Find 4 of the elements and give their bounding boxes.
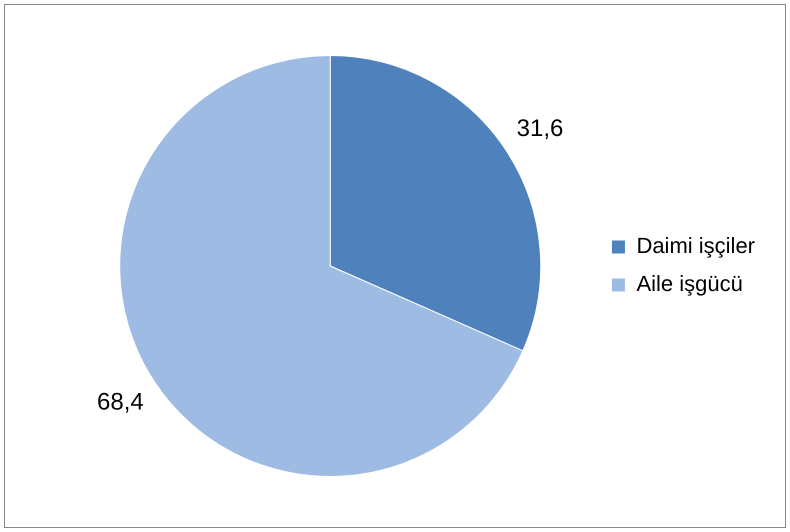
legend-label: Daimi işçiler <box>636 233 755 258</box>
data-label: 68,4 <box>97 388 144 416</box>
data-label: 31,6 <box>516 114 564 142</box>
legend-label: Aile işgücü <box>636 271 743 296</box>
